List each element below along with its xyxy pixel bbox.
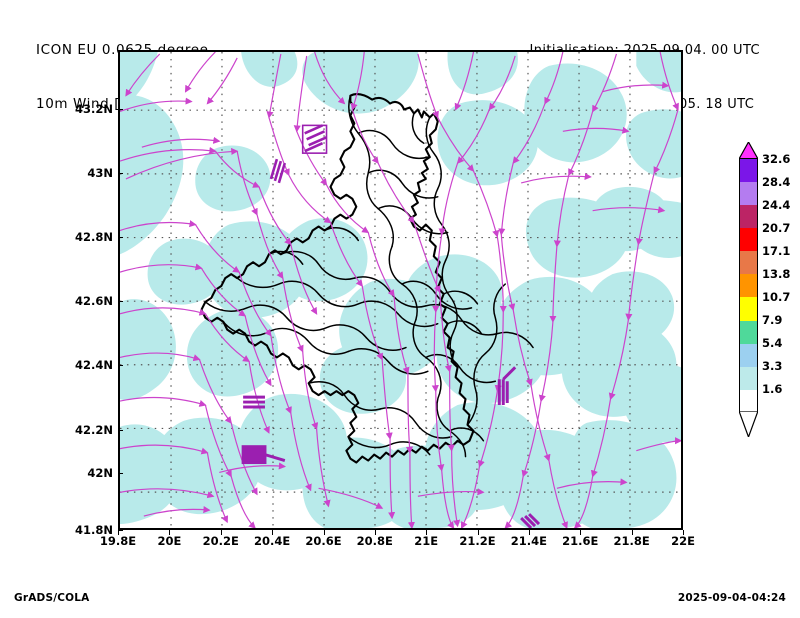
colorbar-tick-label: 17.1 xyxy=(762,244,791,258)
colorbar-band xyxy=(740,343,757,367)
colorbar-band xyxy=(740,297,757,321)
y-tick-label: 42.2N xyxy=(75,422,113,437)
colorbar-tick-label: 1.6 xyxy=(762,382,783,396)
colorbar-band xyxy=(740,366,757,390)
colorbar-tick-label: 24.4 xyxy=(762,198,791,212)
colorbar-band xyxy=(740,251,757,275)
y-tick-label: 42.4N xyxy=(75,358,113,373)
colorbar-tick-label: 3.3 xyxy=(762,359,783,373)
colorbar-band xyxy=(740,320,757,344)
colorbar-band xyxy=(740,205,757,229)
x-tick-label: 21E xyxy=(414,534,439,548)
x-tick-mark xyxy=(374,530,376,535)
colorbar-tick-label: 28.4 xyxy=(762,175,791,189)
wind-speed-shading xyxy=(120,52,681,528)
x-tick-label: 20.6E xyxy=(305,534,342,548)
wind-streamlines xyxy=(120,52,681,528)
colorbar-band xyxy=(740,182,757,206)
producer-credit: GrADS/COLA xyxy=(14,592,90,604)
render-timestamp: 2025-09-04-04:24 xyxy=(677,592,786,604)
streamline-dense-cluster-2 xyxy=(243,395,265,409)
colorbar-band xyxy=(740,159,757,183)
colorbar-tick-label: 20.7 xyxy=(762,221,791,235)
colorbar-under-arrow xyxy=(739,411,758,437)
y-tick-label: 42.8N xyxy=(75,230,113,245)
x-tick-mark xyxy=(272,530,274,535)
colorbar-tick-label: 7.9 xyxy=(762,313,783,327)
colorbar-tick-label: 10.7 xyxy=(762,290,791,304)
x-tick-mark xyxy=(426,530,428,535)
x-tick-mark xyxy=(683,530,684,535)
x-tick-label: 20.8E xyxy=(356,534,393,548)
x-tick-mark xyxy=(631,530,633,535)
x-tick-label: 20.2E xyxy=(202,534,239,548)
colorbar-tick-label: 5.4 xyxy=(762,336,783,350)
x-tick-label: 19.8E xyxy=(99,534,137,548)
x-tick-label: 21.2E xyxy=(459,534,496,548)
colorbar-band xyxy=(740,228,757,252)
x-tick-mark xyxy=(169,530,171,535)
map-plot-area[interactable] xyxy=(118,50,683,530)
x-tick-label: 20.4E xyxy=(253,534,291,548)
weather-map-canvas xyxy=(120,52,681,528)
x-tick-mark xyxy=(477,530,479,535)
streamline-dense-cluster-3 xyxy=(241,445,286,465)
x-tick-label: 20E xyxy=(157,534,182,548)
streamline-dense-cluster-5 xyxy=(520,513,541,528)
colorbar-tick-label: 13.8 xyxy=(762,267,791,281)
y-tick-label: 42.6N xyxy=(75,294,113,309)
streamline-dense-cluster xyxy=(269,124,328,184)
x-tick-mark xyxy=(220,530,222,535)
x-tick-label: 21.8E xyxy=(613,534,650,548)
y-tick-label: 42N xyxy=(87,465,113,480)
x-tick-label: 21.4E xyxy=(510,534,548,548)
x-tick-mark xyxy=(580,530,582,535)
y-tick-label: 43N xyxy=(87,165,113,180)
colorbar-tick-label: 32.6 xyxy=(762,152,791,166)
x-tick-mark xyxy=(118,530,119,535)
colorbar-band xyxy=(740,274,757,298)
x-tick-mark xyxy=(528,530,530,535)
colorbar-over-arrow xyxy=(739,142,758,159)
x-tick-label: 21.6E xyxy=(562,534,599,548)
y-tick-label: 41.8N xyxy=(75,523,113,537)
y-tick-mark xyxy=(118,530,123,531)
x-tick-mark xyxy=(323,530,325,535)
streamline-dense-cluster-4 xyxy=(497,366,517,406)
x-tick-label: 22E xyxy=(671,534,695,548)
wind-speed-colorbar[interactable] xyxy=(739,158,758,412)
